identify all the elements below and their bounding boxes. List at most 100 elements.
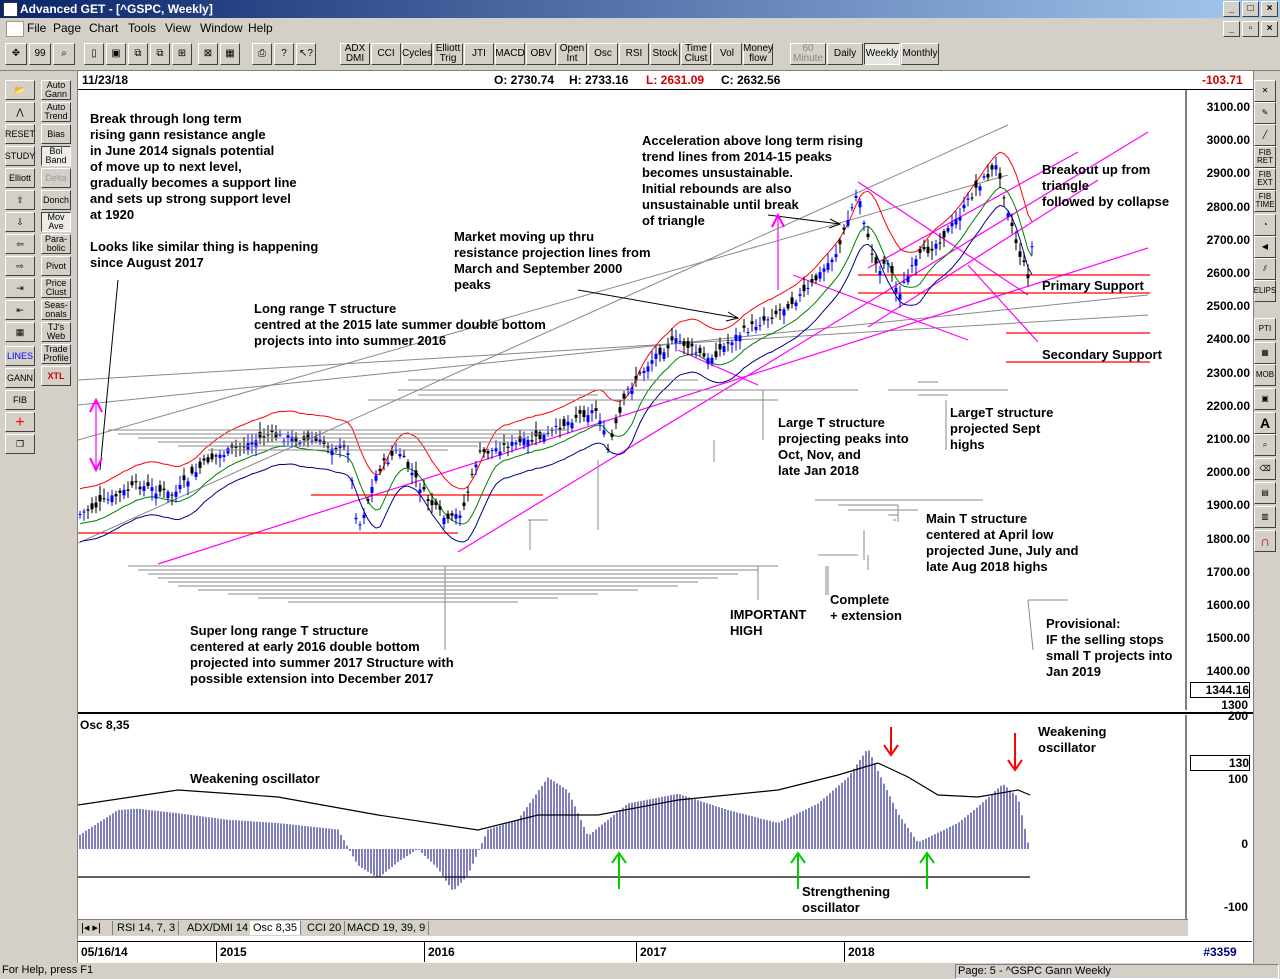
delete-icon[interactable]: ⊠ bbox=[198, 43, 218, 65]
close-button[interactable]: × bbox=[1261, 1, 1278, 17]
document-icon[interactable] bbox=[6, 21, 24, 37]
reset-icon[interactable]: RESET bbox=[5, 124, 35, 144]
pivot-button[interactable]: Pivot bbox=[41, 256, 71, 276]
mov-ave-button[interactable]: Mov Ave bbox=[41, 212, 71, 232]
bias-button[interactable]: Bias bbox=[41, 124, 71, 144]
context-help-icon[interactable]: ↖? bbox=[296, 43, 316, 65]
trade-profile-button[interactable]: Trade Profile bbox=[41, 344, 71, 364]
price-chart[interactable] bbox=[78, 90, 1253, 710]
indicator-moneyflow-button[interactable]: Money flow bbox=[743, 43, 774, 65]
study-icon[interactable]: STUDY bbox=[5, 146, 35, 166]
xtl-button[interactable]: XTL bbox=[41, 366, 71, 386]
timeframe-monthly-button[interactable]: Monthly bbox=[901, 43, 939, 65]
menu-window[interactable]: Window bbox=[200, 21, 243, 35]
menu-file[interactable]: File bbox=[27, 21, 47, 35]
indicator-cci-button[interactable]: CCI bbox=[371, 43, 401, 65]
paste-icon[interactable]: ⧉ bbox=[150, 43, 170, 65]
magnet-icon[interactable]: ∩ bbox=[1254, 530, 1276, 552]
compress-icon[interactable]: ⇥ bbox=[5, 278, 35, 298]
text-tool-icon[interactable]: A bbox=[1254, 412, 1276, 434]
ellipse-icon[interactable]: ELIPS bbox=[1254, 280, 1276, 302]
arrange-icon[interactable]: ⊞ bbox=[172, 43, 192, 65]
doc-close-button[interactable]: × bbox=[1261, 21, 1278, 37]
fib-time-icon[interactable]: FIB TIME bbox=[1254, 190, 1276, 212]
doc-minimize-button[interactable]: _ bbox=[1223, 21, 1240, 37]
draw-cross-icon[interactable]: ✕ bbox=[1254, 80, 1276, 102]
timeframe-weekly-button[interactable]: Weekly bbox=[864, 43, 900, 65]
eraser-icon[interactable]: ⌫ bbox=[1254, 458, 1276, 480]
indicator-cycles-button[interactable]: Cycles bbox=[402, 43, 432, 65]
indicator-stock-button[interactable]: Stock bbox=[650, 43, 680, 65]
quote-icon[interactable]: 99 bbox=[29, 43, 51, 65]
indicator-openint-button[interactable]: Open Int bbox=[557, 43, 587, 65]
indicator-timeclust-button[interactable]: Time Clust bbox=[681, 43, 711, 65]
magnifier-icon[interactable]: ⌕ bbox=[1254, 434, 1276, 456]
lines-icon[interactable]: LINES bbox=[5, 346, 35, 366]
indicator-osc-button[interactable]: Osc bbox=[588, 43, 618, 65]
print-icon[interactable]: ⎙ bbox=[252, 43, 272, 65]
fib-ext-icon[interactable]: FIB EXT bbox=[1254, 168, 1276, 190]
doc-restore-button[interactable]: ▫ bbox=[1242, 21, 1259, 37]
arrow-up-icon[interactable]: ⇧ bbox=[5, 190, 35, 210]
gann-fan-icon[interactable]: ⋀ bbox=[5, 102, 35, 122]
oscillator-chart[interactable] bbox=[78, 715, 1253, 919]
cursor-tool-icon[interactable]: ✥ bbox=[5, 43, 27, 65]
crosshair-icon[interactable]: + bbox=[5, 412, 35, 432]
arrow-left-icon[interactable]: ⇦ bbox=[5, 234, 35, 254]
parabolic-button[interactable]: Para-bolic bbox=[41, 234, 71, 254]
channel-icon[interactable]: ⫽ bbox=[1254, 258, 1276, 280]
gann-icon[interactable]: GANN bbox=[5, 368, 35, 388]
tab-cci[interactable]: CCI 20 bbox=[304, 921, 346, 935]
pencil-icon[interactable]: ✎ bbox=[1254, 102, 1276, 124]
maximize-button[interactable]: □ bbox=[1242, 1, 1259, 17]
tab-scroll-arrows[interactable]: |◂ ▸| bbox=[78, 921, 113, 935]
mob-icon[interactable]: MOB bbox=[1254, 364, 1276, 386]
notes-icon[interactable]: ▥ bbox=[1254, 506, 1276, 528]
auto-gann-button[interactable]: Auto Gann bbox=[41, 80, 71, 100]
save-icon[interactable]: ▣ bbox=[106, 43, 126, 65]
grid-icon[interactable]: ▦ bbox=[220, 43, 240, 65]
fib-ret-icon[interactable]: FIB RET bbox=[1254, 146, 1276, 168]
arrow-down-icon[interactable]: ⇩ bbox=[5, 212, 35, 232]
bars-icon[interactable]: ▦ bbox=[5, 322, 35, 342]
left-arrow-tool-icon[interactable]: ◀ bbox=[1254, 236, 1276, 258]
elliott-icon[interactable]: Elliott bbox=[5, 168, 35, 188]
indicator-adx-button[interactable]: ADX DMI bbox=[340, 43, 370, 65]
new-page-icon[interactable]: ▯ bbox=[84, 43, 104, 65]
timeframe-daily-button[interactable]: Daily bbox=[827, 43, 863, 65]
indicator-jti-button[interactable]: JTI bbox=[464, 43, 494, 65]
indicator-rsi-button[interactable]: RSI bbox=[619, 43, 649, 65]
menu-chart[interactable]: Chart bbox=[89, 21, 119, 35]
tjs-web-button[interactable]: TJ's Web bbox=[41, 322, 71, 342]
tab-macd[interactable]: MACD 19, 39, 9 bbox=[344, 921, 430, 935]
page-icon[interactable]: ▤ bbox=[1254, 482, 1276, 504]
menu-page[interactable]: Page bbox=[53, 21, 82, 35]
expand-icon[interactable]: ⇤ bbox=[5, 300, 35, 320]
price-clust-button[interactable]: Price Clust bbox=[41, 278, 71, 298]
donch-button[interactable]: Donch bbox=[41, 190, 71, 210]
seasonals-button[interactable]: Seas-onals bbox=[41, 300, 71, 320]
bol-band-button[interactable]: Bol Band bbox=[41, 146, 71, 166]
menu-tools[interactable]: Tools bbox=[128, 21, 157, 35]
tab-rsi[interactable]: RSI 14, 7, 3 bbox=[114, 921, 180, 935]
window-icon[interactable]: ❐ bbox=[5, 434, 35, 454]
tab-adx[interactable]: ADX/DMI 14 bbox=[184, 921, 253, 935]
zoom-icon[interactable]: ⌕ bbox=[53, 43, 75, 65]
grid-tool-icon[interactable]: ▦ bbox=[1254, 342, 1276, 364]
square-tool-icon[interactable]: ▣ bbox=[1254, 388, 1276, 410]
open-folder-icon[interactable]: 📂 bbox=[5, 80, 35, 100]
help-icon[interactable]: ? bbox=[274, 43, 294, 65]
indicator-elliott-button[interactable]: Elliott Trig bbox=[433, 43, 463, 65]
menu-view[interactable]: View bbox=[165, 21, 191, 35]
indicator-macd-button[interactable]: MACD bbox=[495, 43, 525, 65]
fib-fan-icon[interactable]: ◔ bbox=[1254, 214, 1276, 236]
timeframe-60min-button[interactable]: 60 Minute bbox=[790, 43, 826, 65]
copy-icon[interactable]: ⧉ bbox=[128, 43, 148, 65]
menu-help[interactable]: Help bbox=[248, 21, 273, 35]
delta-button[interactable]: Delta bbox=[41, 168, 71, 188]
pti-icon[interactable]: PTI bbox=[1254, 318, 1276, 340]
indicator-obv-button[interactable]: OBV bbox=[526, 43, 556, 65]
fib-icon[interactable]: FIB bbox=[5, 390, 35, 410]
indicator-vol-button[interactable]: Vol bbox=[712, 43, 742, 65]
tab-osc[interactable]: Osc 8,35 bbox=[250, 921, 302, 935]
